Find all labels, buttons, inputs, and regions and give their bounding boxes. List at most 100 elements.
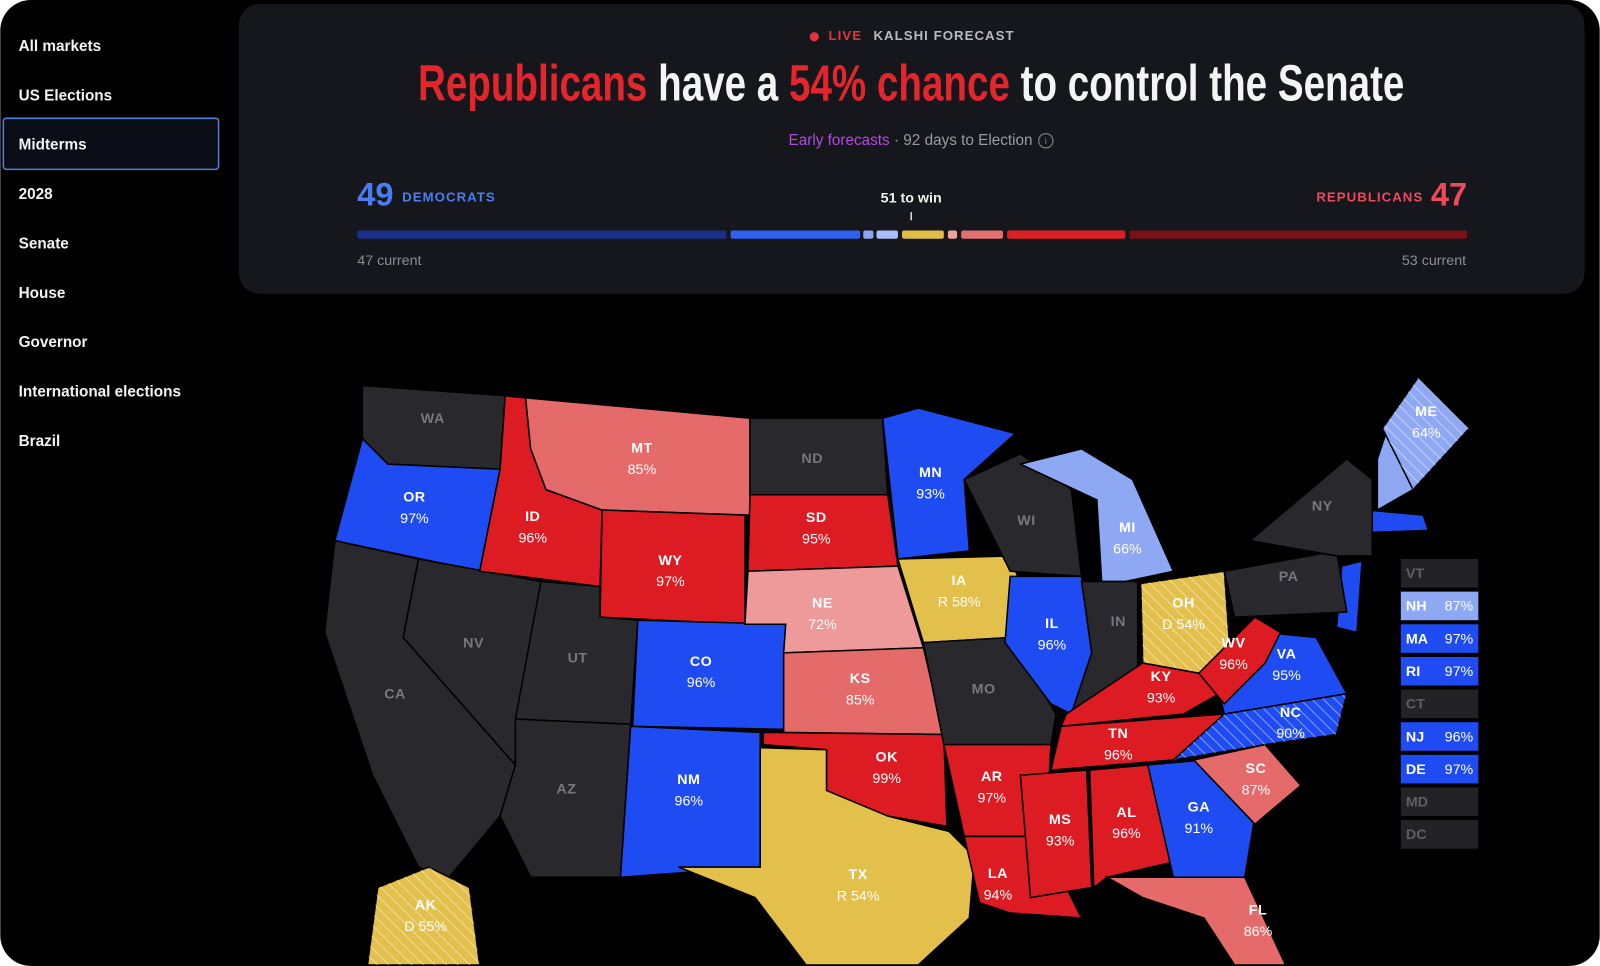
state-odds: D 55% — [404, 919, 447, 935]
state-label: SD — [806, 510, 827, 526]
state-odds: R 58% — [938, 595, 981, 611]
state-shape — [1019, 769, 1093, 899]
state-hatch — [1382, 377, 1470, 490]
small-state-label: CT — [1406, 697, 1425, 713]
state-shape — [963, 453, 1083, 578]
subtitle-text: · 92 days to Election — [894, 132, 1033, 149]
state-odds: 93% — [1046, 833, 1075, 849]
small-state-label: MD — [1406, 795, 1428, 811]
seat-segment — [357, 230, 727, 239]
sidebar-item[interactable]: Midterms — [19, 137, 87, 154]
live-label: LIVE — [829, 28, 863, 43]
state-label: KS — [850, 671, 871, 687]
seat-segment — [730, 230, 861, 239]
us-map: WA OR 97% CA NV ID 96% MT 85% WY 97% UT AZ CO 96% NM 96%… — [323, 376, 1471, 966]
state-shape — [1223, 549, 1348, 618]
headline: Republicans have a 54% chance to control… — [418, 55, 1404, 112]
state-label: OK — [875, 750, 898, 766]
state-shape — [782, 646, 945, 736]
state-odds: 97% — [400, 511, 429, 527]
small-state-box — [1400, 722, 1479, 751]
state-odds: 96% — [1112, 826, 1141, 842]
state-label: AZ — [556, 781, 576, 797]
small-state-label: VT — [1406, 566, 1425, 582]
sidebar-item[interactable]: All markets — [19, 38, 101, 55]
dem-label: DEMOCRATS — [402, 189, 496, 204]
dem-current: 47 current — [357, 253, 421, 269]
state-label: NM — [677, 772, 700, 788]
state-label: CO — [690, 654, 712, 670]
state-label: ID — [525, 509, 540, 525]
state-label: WY — [658, 553, 682, 569]
state-odds: 85% — [846, 693, 875, 709]
state-label: TX — [849, 867, 868, 883]
state-hatch — [367, 867, 480, 965]
state-label: SC — [1246, 761, 1267, 777]
state-hatch — [1140, 571, 1230, 674]
state-label: TN — [1108, 726, 1128, 742]
small-state-odds: 97% — [1445, 631, 1474, 647]
small-state-odds: 97% — [1445, 664, 1474, 680]
state-odds: 93% — [916, 486, 945, 502]
state-label: VA — [1277, 647, 1297, 663]
state-odds: 87% — [1242, 782, 1271, 798]
sidebar-item[interactable]: Brazil — [19, 433, 61, 450]
small-states-list: VT NH 87% MA 97% RI 97% CT NJ 96% DE 97% MD DC — [1400, 558, 1479, 849]
state-label: CA — [384, 686, 406, 702]
small-state-label: DE — [1406, 762, 1426, 778]
state-label: OH — [1172, 596, 1194, 612]
state-label: IA — [951, 573, 966, 589]
state-label: MI — [1119, 520, 1136, 536]
headline-part: have a — [658, 55, 779, 112]
state-odds: 96% — [1104, 748, 1133, 764]
sidebar-item[interactable]: US Elections — [19, 87, 113, 104]
state-label: MN — [919, 465, 942, 481]
small-state-label: DC — [1406, 827, 1427, 843]
seat-segment — [876, 230, 898, 239]
state-odds: 96% — [675, 794, 704, 810]
sidebar-item[interactable]: House — [19, 285, 66, 302]
small-state-box — [1400, 591, 1479, 621]
small-state-box — [1400, 656, 1479, 686]
state-odds: 86% — [1244, 924, 1273, 940]
state-odds: 72% — [808, 617, 837, 633]
sidebar: All markets US Elections Midterms 2028 Senat… — [2, 38, 220, 450]
small-state-odds: 87% — [1445, 599, 1474, 615]
subtitle-link[interactable]: Early forecasts — [789, 132, 891, 149]
state-odds: 66% — [1113, 542, 1142, 558]
state-odds: 97% — [977, 790, 1006, 806]
state-shape — [1197, 616, 1282, 705]
small-state-box — [1400, 689, 1479, 719]
state-label: IL — [1045, 616, 1059, 632]
state-shape — [1104, 876, 1287, 966]
state-odds: 99% — [872, 771, 901, 787]
state-label: NY — [1312, 499, 1333, 515]
small-state-label: MA — [1406, 631, 1428, 647]
state-label: KY — [1151, 669, 1172, 685]
state-odds: 95% — [1272, 668, 1301, 684]
selected-highlight — [2, 117, 220, 171]
state-odds: 96% — [1038, 637, 1067, 653]
state-label: FL — [1249, 903, 1267, 919]
state-odds: 96% — [687, 675, 716, 691]
rep-count: 47 — [1431, 175, 1467, 212]
rep-label: REPUBLICANS — [1316, 189, 1423, 204]
state-label: MT — [631, 441, 653, 457]
small-state-odds: 97% — [1445, 762, 1474, 778]
subtitle: Early forecasts · 92 days to Election — [789, 132, 1033, 149]
info-icon[interactable] — [1038, 133, 1054, 149]
state-label: NV — [463, 635, 484, 651]
seat-segment — [961, 230, 1003, 239]
state-label: LA — [988, 866, 1008, 882]
headline-part: 54% chance — [789, 55, 1010, 112]
sidebar-item[interactable]: Senate — [19, 235, 69, 252]
sidebar-item[interactable]: 2028 — [19, 186, 54, 203]
state-label: ND — [801, 451, 823, 467]
state-shape — [678, 746, 976, 966]
sidebar-item[interactable]: Governor — [19, 334, 88, 351]
info-icon-glyph: i — [1045, 136, 1047, 146]
seat-segment — [947, 230, 958, 239]
state-odds: 90% — [1276, 726, 1305, 742]
sidebar-item[interactable]: International elections — [19, 384, 181, 401]
